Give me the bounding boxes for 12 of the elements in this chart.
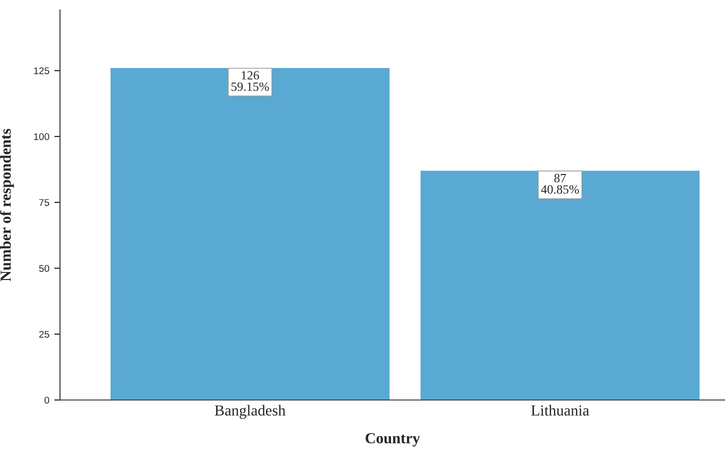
y-tick-label: 0 <box>44 396 50 404</box>
data-label: 87 40.85% <box>541 174 579 194</box>
y-tick-label: 50 <box>39 264 50 272</box>
y-tick-label: 25 <box>39 330 50 338</box>
y-axis-title: Number of respondents <box>0 128 14 282</box>
x-axis-title: Country <box>366 433 420 447</box>
y-tick-label: 125 <box>34 67 50 74</box>
data-label: 126 59.15% <box>232 71 269 91</box>
x-tick-label: Lithuania <box>531 404 590 416</box>
y-tick-label: 100 <box>34 133 50 140</box>
y-tick-label: 75 <box>39 199 50 206</box>
x-tick-label: Bangladesh <box>214 404 286 419</box>
